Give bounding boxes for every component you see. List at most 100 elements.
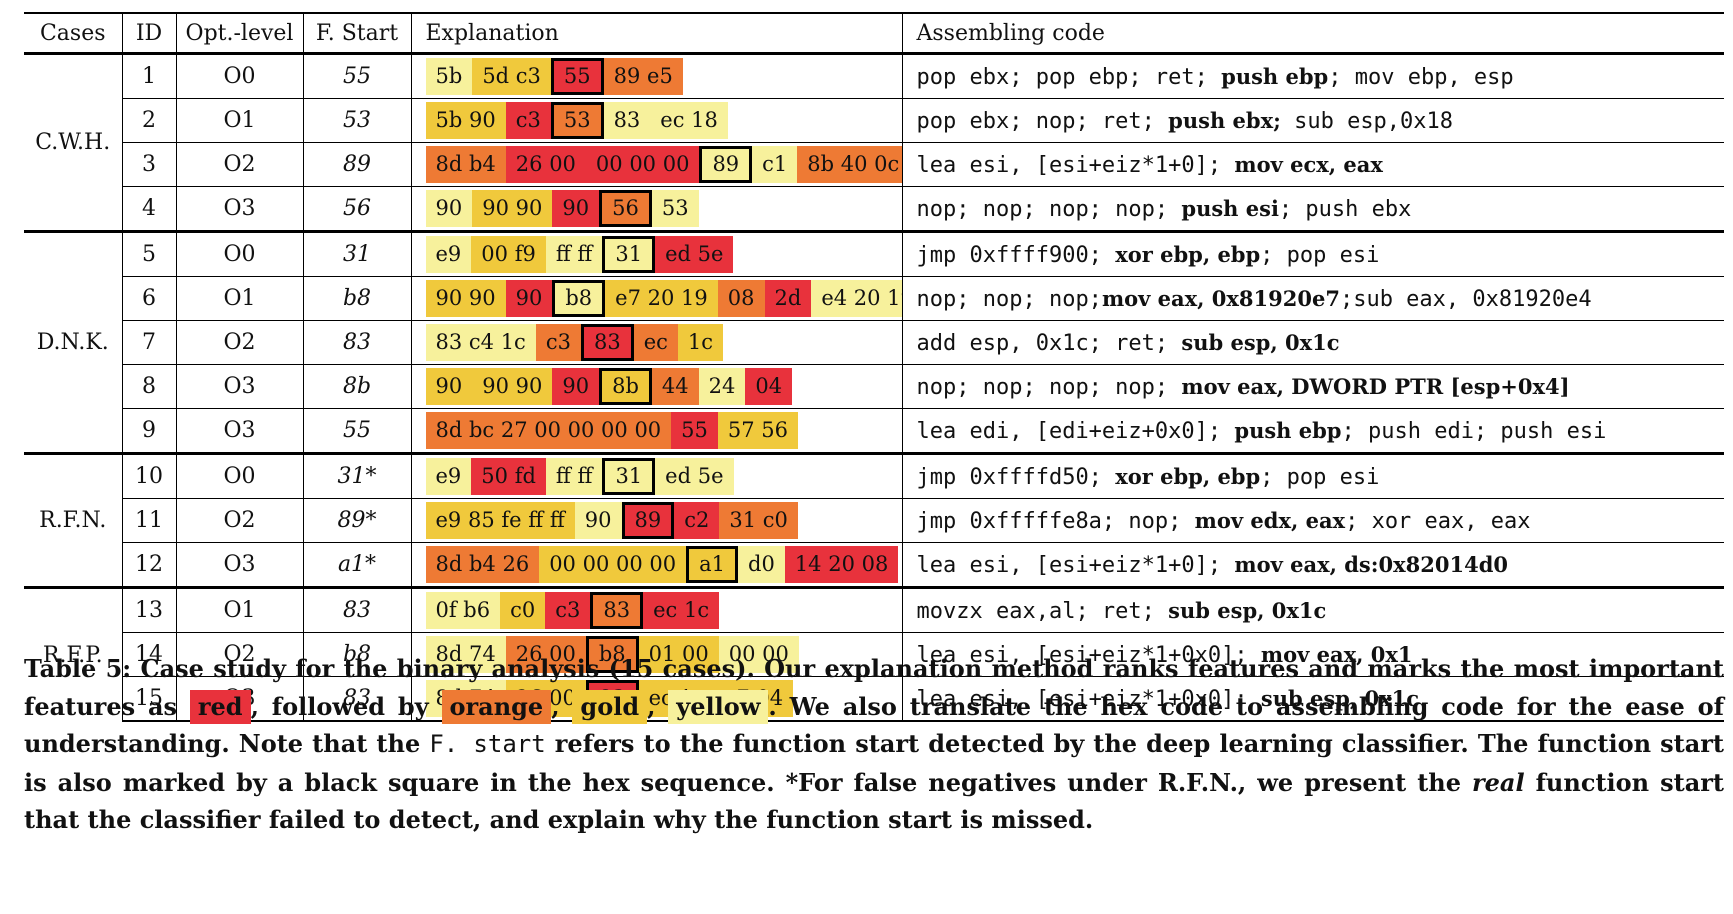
hex-token-function-start: b8 [585,636,639,673]
row-opt-level: O1 [175,98,303,143]
hex-token: 01 00 [638,636,719,673]
row-opt-level: O3 [175,542,303,588]
asm-highlight: push ebx; [1168,107,1281,133]
hex-token-function-start: 53 [550,102,604,139]
hex-token: 53 [651,190,699,227]
asm-highlight: sub esp, 0x1c [1260,685,1419,711]
hex-token: 08 [717,280,765,317]
caption-sep-3: , [647,691,669,721]
hex-token: ed 5e [655,236,734,273]
row-id: 3 [121,142,176,187]
row-id: 4 [121,186,176,232]
hex-token-function-start: 55 [550,58,604,95]
row-f-start: b8 [302,632,411,677]
hex-token: 90 [425,368,473,405]
row-explanation: 83 c4 1c c3 83 ec 1c [410,320,902,365]
caption-swatch-orange: orange [441,689,552,724]
hex-token: 26 00 [505,636,586,673]
table-row: C.W.H. 1 O0 55 5b 5d c3 55 89 e5 pop ebx; pop eb… [24,53,1724,155]
hex-token: 8d b4 [425,146,506,183]
caption-sep-2: , [551,691,573,721]
row-opt-level: O3 [175,408,303,454]
asm-text: nop; nop; nop; nop; [916,374,1182,400]
row-opt-level: O2 [175,498,303,543]
header-id: ID [121,12,176,55]
case-study-table-figure: Cases ID Opt.-level F. Start Explanation… [24,12,1724,722]
header-explanation: Explanation [410,12,902,55]
hex-token: 00 00 00 [585,146,700,183]
row-assembling-code: lea esi, [esi+eiz*1+0]; mov ecx, eax [901,142,1724,187]
hex-token: 14 20 08 [784,546,899,583]
row-id: 7 [121,320,176,365]
hex-token: c3 [505,102,551,139]
row-f-start: 55 [302,408,411,454]
row-id: 12 [121,542,176,588]
hex-token: 2d [764,280,812,317]
hex-token: 8d bc 27 00 00 00 00 [425,412,672,449]
row-id: 11 [121,498,176,543]
row-explanation: 5b 5d c3 55 89 e5 [410,53,902,99]
row-assembling-code: movzx eax,al; ret; sub esp, 0x1c [901,586,1724,633]
hex-token: e4 20 19 08 [811,280,902,317]
caption-swatch-gold: gold [572,689,648,724]
row-f-start: 55 [302,53,411,99]
row-f-start: 83 [302,676,411,722]
row-id: 1 [121,53,176,99]
asm-text: ; push edi; push esi [1341,418,1607,444]
hex-token: 5b [425,58,473,95]
table-row: 2 O1 53 5b 90 c3 53 83 ec 18 pop ebx; nop; ret;… [24,98,1724,143]
hex-token: 8b 40 0c [797,146,902,183]
row-f-start: a1* [302,542,411,588]
asm-text: ;sub eax, 0x81920e4 [1339,286,1592,312]
row-opt-level: O0 [175,230,303,277]
case-group-label: R.F.N. [24,452,122,588]
hex-token: e9 85 fe ff ff [425,502,575,539]
hex-token-function-start: 89 [699,146,753,183]
header-assembling-code: Assembling code [901,12,1724,55]
row-f-start: 83 [302,320,411,365]
caption-text-4: function start that the classifier faile… [24,767,1724,835]
hex-token-function-start: 89 [621,502,675,539]
row-opt-level: O2 [175,320,303,365]
asm-highlight: push ebp [1234,417,1342,443]
hex-token: d0 [738,546,785,583]
row-id: 9 [121,408,176,454]
asm-text: ; xor eax, eax [1345,508,1531,534]
row-f-start: 89 [302,142,411,187]
row-opt-level: O1 [175,586,303,633]
hex-token: 83 c4 1c [425,324,536,361]
row-opt-level: O1 [175,276,303,321]
hex-token: ff ff [545,458,603,495]
table-row: 9 O3 55 8d bc 27 00 00 00 00 55 57 56 lea edi,… [24,408,1724,454]
table-row: R.F.P. 13 O1 83 0f b6 c0 c3 83 ec 1c movzx eax,al… [24,586,1724,721]
table-row: 7 O2 83 83 c4 1c c3 83 ec 1c add esp, 0x1c; ret;… [24,320,1724,365]
asm-text: ; pop esi [1260,464,1380,490]
row-id: 14 [121,632,176,677]
asm-text: movzx eax,al; ret; [916,598,1169,624]
hex-token: 55 [671,412,718,449]
caption-sep-1: , followed by [250,691,442,721]
row-assembling-code: nop; nop; nop;mov eax, 0x81920e7;sub eax… [901,276,1724,321]
case-study-table: Cases ID Opt.-level F. Start Explanation… [24,12,1724,722]
row-assembling-code: lea esi, [esi+eiz*1+0x0]; mov eax, 0x1 [901,632,1724,677]
hex-token: 90 [552,190,600,227]
hex-token: 90 [574,502,622,539]
asm-highlight: mov edx, eax [1194,507,1346,533]
hex-token: 90 [505,280,553,317]
row-explanation: 90 90 90 90 56 53 [410,186,902,232]
hex-token: ec 1c [643,592,720,629]
hex-token: 50 fd [471,458,546,495]
asm-text: lea esi, [esi+eiz*1+0x0]; [916,686,1261,712]
hex-token: 89 e5 [603,58,683,95]
hex-token: 5b 90 [425,102,506,139]
hex-token: 90 90 [472,190,553,227]
hex-token: ff ff [545,236,603,273]
row-assembling-code: jmp 0xffffd50; xor ebp, ebp; pop esi [901,452,1724,499]
hex-token: 90 [425,190,473,227]
asm-text: lea esi, [esi+eiz*1+0x0]; [916,642,1261,668]
hex-token-function-start: a1 [686,546,738,583]
row-f-start: 53 [302,98,411,143]
row-id: 13 [121,586,176,633]
